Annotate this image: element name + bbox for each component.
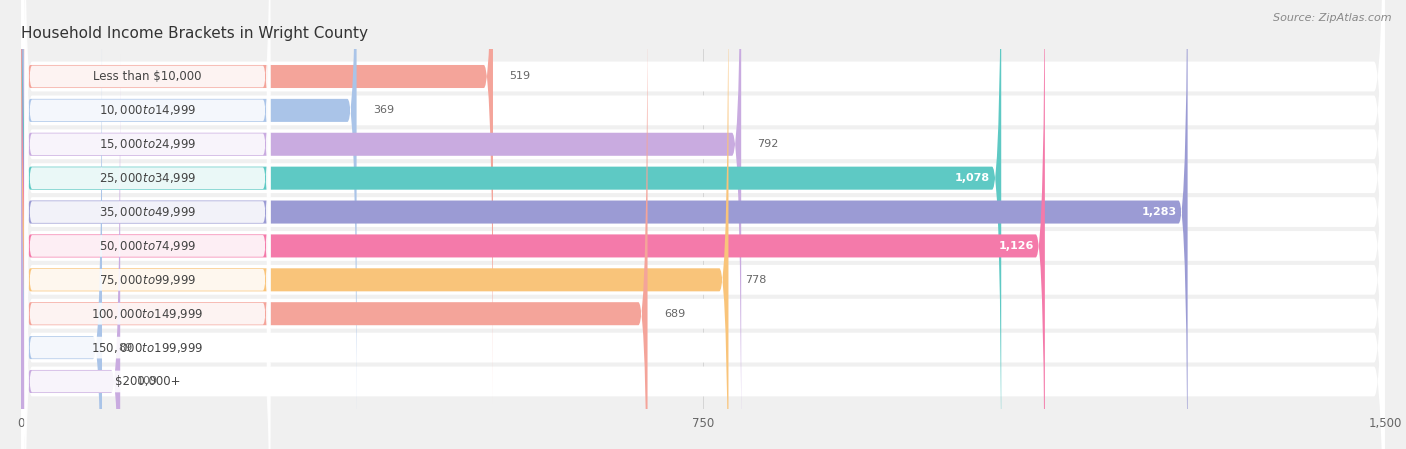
Text: Less than $10,000: Less than $10,000 (93, 70, 201, 83)
FancyBboxPatch shape (21, 0, 1001, 449)
FancyBboxPatch shape (21, 0, 1385, 449)
FancyBboxPatch shape (25, 20, 270, 449)
Text: 519: 519 (509, 71, 530, 82)
FancyBboxPatch shape (21, 0, 1045, 449)
FancyBboxPatch shape (21, 0, 1385, 449)
Text: 689: 689 (664, 309, 685, 319)
Text: $75,000 to $99,999: $75,000 to $99,999 (98, 273, 197, 287)
Text: 778: 778 (745, 275, 766, 285)
Text: $35,000 to $49,999: $35,000 to $49,999 (98, 205, 197, 219)
FancyBboxPatch shape (25, 53, 270, 449)
FancyBboxPatch shape (21, 0, 357, 438)
Text: Household Income Brackets in Wright County: Household Income Brackets in Wright Coun… (21, 26, 368, 41)
FancyBboxPatch shape (25, 0, 270, 337)
FancyBboxPatch shape (21, 0, 1385, 449)
FancyBboxPatch shape (21, 0, 1188, 449)
FancyBboxPatch shape (25, 0, 270, 438)
Text: 1,126: 1,126 (998, 241, 1033, 251)
Text: 1,283: 1,283 (1142, 207, 1177, 217)
FancyBboxPatch shape (21, 0, 728, 449)
Text: $50,000 to $74,999: $50,000 to $74,999 (98, 239, 197, 253)
FancyBboxPatch shape (21, 20, 103, 449)
FancyBboxPatch shape (21, 0, 1385, 449)
Text: $100,000 to $149,999: $100,000 to $149,999 (91, 307, 204, 321)
FancyBboxPatch shape (25, 0, 270, 449)
Text: Source: ZipAtlas.com: Source: ZipAtlas.com (1274, 13, 1392, 23)
FancyBboxPatch shape (25, 121, 270, 449)
FancyBboxPatch shape (25, 0, 270, 370)
Text: 89: 89 (118, 343, 132, 352)
Text: $150,000 to $199,999: $150,000 to $199,999 (91, 341, 204, 355)
FancyBboxPatch shape (21, 0, 1385, 449)
FancyBboxPatch shape (25, 0, 270, 405)
Text: $25,000 to $34,999: $25,000 to $34,999 (98, 171, 197, 185)
Text: $200,000+: $200,000+ (115, 375, 180, 388)
Text: $10,000 to $14,999: $10,000 to $14,999 (98, 103, 197, 117)
FancyBboxPatch shape (21, 54, 120, 449)
FancyBboxPatch shape (25, 88, 270, 449)
Text: 792: 792 (758, 139, 779, 149)
FancyBboxPatch shape (21, 0, 1385, 449)
FancyBboxPatch shape (21, 0, 648, 449)
FancyBboxPatch shape (21, 0, 1385, 449)
Text: 369: 369 (373, 106, 394, 115)
FancyBboxPatch shape (21, 0, 741, 449)
Text: 109: 109 (136, 376, 157, 387)
FancyBboxPatch shape (25, 0, 270, 449)
Text: 1,078: 1,078 (955, 173, 990, 183)
FancyBboxPatch shape (21, 0, 1385, 449)
FancyBboxPatch shape (21, 0, 1385, 449)
FancyBboxPatch shape (21, 0, 1385, 449)
Text: $15,000 to $24,999: $15,000 to $24,999 (98, 137, 197, 151)
FancyBboxPatch shape (21, 0, 494, 404)
